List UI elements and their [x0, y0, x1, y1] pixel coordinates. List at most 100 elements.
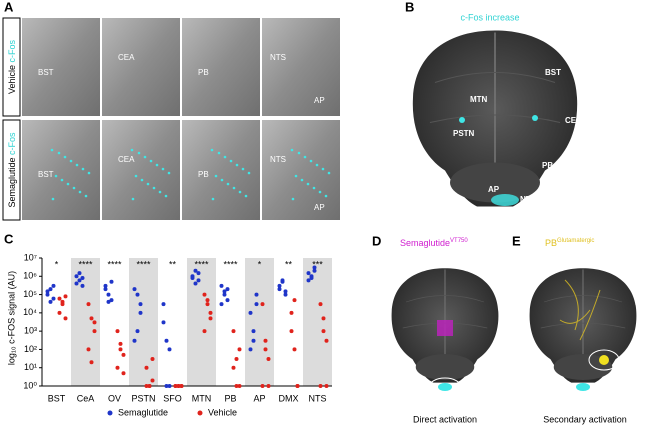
- significance: *: [258, 259, 262, 269]
- data-point: [231, 365, 236, 370]
- data-point: [254, 292, 259, 297]
- data-point: [289, 310, 294, 315]
- data-point: [280, 278, 285, 283]
- highlight-circle: [588, 349, 620, 371]
- panel-c: log₁₀ c-FOS signal (AU) 10⁰ 10¹ 10² 10³ 10⁴ 1…: [6, 252, 332, 417]
- data-point: [321, 329, 326, 334]
- title-text: Semaglutide: [400, 238, 450, 248]
- data-point: [309, 276, 314, 281]
- cfos-dot: [214, 174, 218, 178]
- significance: ****: [194, 259, 209, 269]
- projection-fibers: [559, 279, 601, 341]
- x-tick-label: NTS: [309, 393, 327, 403]
- cfos-dot: [78, 190, 82, 194]
- data-point: [193, 268, 198, 273]
- row-label-box: [2, 119, 21, 221]
- data-point: [135, 292, 140, 297]
- data-point: [45, 292, 50, 297]
- region-label: PB: [198, 68, 209, 77]
- data-point: [48, 287, 53, 292]
- data-point: [248, 347, 253, 352]
- cfos-dot: [84, 194, 88, 198]
- data-point: [173, 384, 178, 388]
- cfos-dot: [155, 163, 159, 167]
- significance: ****: [223, 259, 238, 269]
- cfos-dot: [210, 148, 214, 152]
- data-point: [248, 310, 253, 315]
- micrograph: [262, 120, 340, 220]
- data-point: [283, 292, 288, 297]
- data-point: [77, 278, 82, 283]
- data-point: [324, 384, 329, 388]
- panel-d: SemaglutideVT750 Direct activation: [390, 238, 500, 424]
- data-point: [147, 384, 152, 388]
- signal-blob: [532, 115, 538, 121]
- data-point: [318, 302, 323, 307]
- data-point: [92, 329, 97, 334]
- cfos-dot: [134, 174, 138, 178]
- panel-title: PBGlutamatergic: [545, 238, 594, 249]
- cfos-dot: [75, 163, 79, 167]
- legend-label: Semaglutide: [118, 407, 168, 417]
- x-tick-label: BST: [48, 393, 66, 403]
- significance: ****: [107, 259, 122, 269]
- row-label: Vehicle c-Fos: [7, 39, 17, 94]
- region-label: BST: [38, 170, 54, 179]
- significance: ***: [312, 259, 323, 269]
- data-point: [132, 338, 137, 343]
- data-point: [277, 287, 282, 292]
- data-point: [292, 298, 297, 303]
- cfos-dot: [54, 174, 58, 178]
- data-point: [74, 281, 79, 286]
- data-point: [219, 302, 224, 307]
- cfos-dot: [152, 186, 156, 190]
- cfos-dot: [223, 155, 227, 159]
- data-point: [222, 292, 227, 297]
- cfos-dot: [57, 151, 61, 155]
- cfos-dot: [327, 171, 331, 175]
- data-point: [208, 316, 213, 321]
- brain-image: [528, 267, 638, 384]
- cfos-dot: [167, 171, 171, 175]
- cfos-dot: [220, 178, 224, 182]
- data-point: [57, 296, 62, 301]
- y-tick-label: 10³: [24, 326, 37, 336]
- row-stain: c-Fos: [7, 132, 17, 155]
- cfos-dot: [229, 159, 233, 163]
- data-point: [144, 365, 149, 370]
- cfos-dot: [146, 182, 150, 186]
- data-point: [118, 341, 123, 346]
- row-stain: c-Fos: [7, 39, 17, 62]
- y-tick-label: 10⁰: [23, 380, 37, 390]
- x-tick-label: CeA: [77, 393, 95, 403]
- data-point: [202, 292, 207, 297]
- region-label: NTS: [520, 195, 537, 204]
- data-point: [167, 347, 172, 352]
- data-point: [251, 329, 256, 334]
- data-point: [179, 384, 184, 388]
- data-point: [289, 329, 294, 334]
- cfos-dot: [306, 182, 310, 186]
- region-label: PSTN: [453, 129, 475, 138]
- legend-marker: [107, 410, 113, 416]
- micrograph: [102, 120, 180, 220]
- data-point: [57, 310, 62, 315]
- data-point: [80, 276, 85, 281]
- region-label: CEA: [118, 53, 135, 62]
- signal-blob: [438, 383, 452, 391]
- cfos-dot: [321, 167, 325, 171]
- micrograph: [102, 18, 180, 116]
- y-tick-label: 10⁵: [23, 289, 37, 299]
- x-tick-label: MTN: [192, 393, 212, 403]
- cfos-dot: [309, 159, 313, 163]
- caption: Secondary activation: [543, 414, 627, 424]
- data-point: [89, 316, 94, 321]
- legend-marker: [197, 410, 203, 416]
- cfos-dot: [164, 194, 168, 198]
- data-point: [266, 356, 271, 361]
- data-point: [150, 378, 155, 383]
- data-point: [48, 299, 53, 304]
- region-label: AP: [314, 96, 325, 105]
- row-name: Semaglutide: [7, 157, 17, 207]
- data-point: [234, 384, 239, 388]
